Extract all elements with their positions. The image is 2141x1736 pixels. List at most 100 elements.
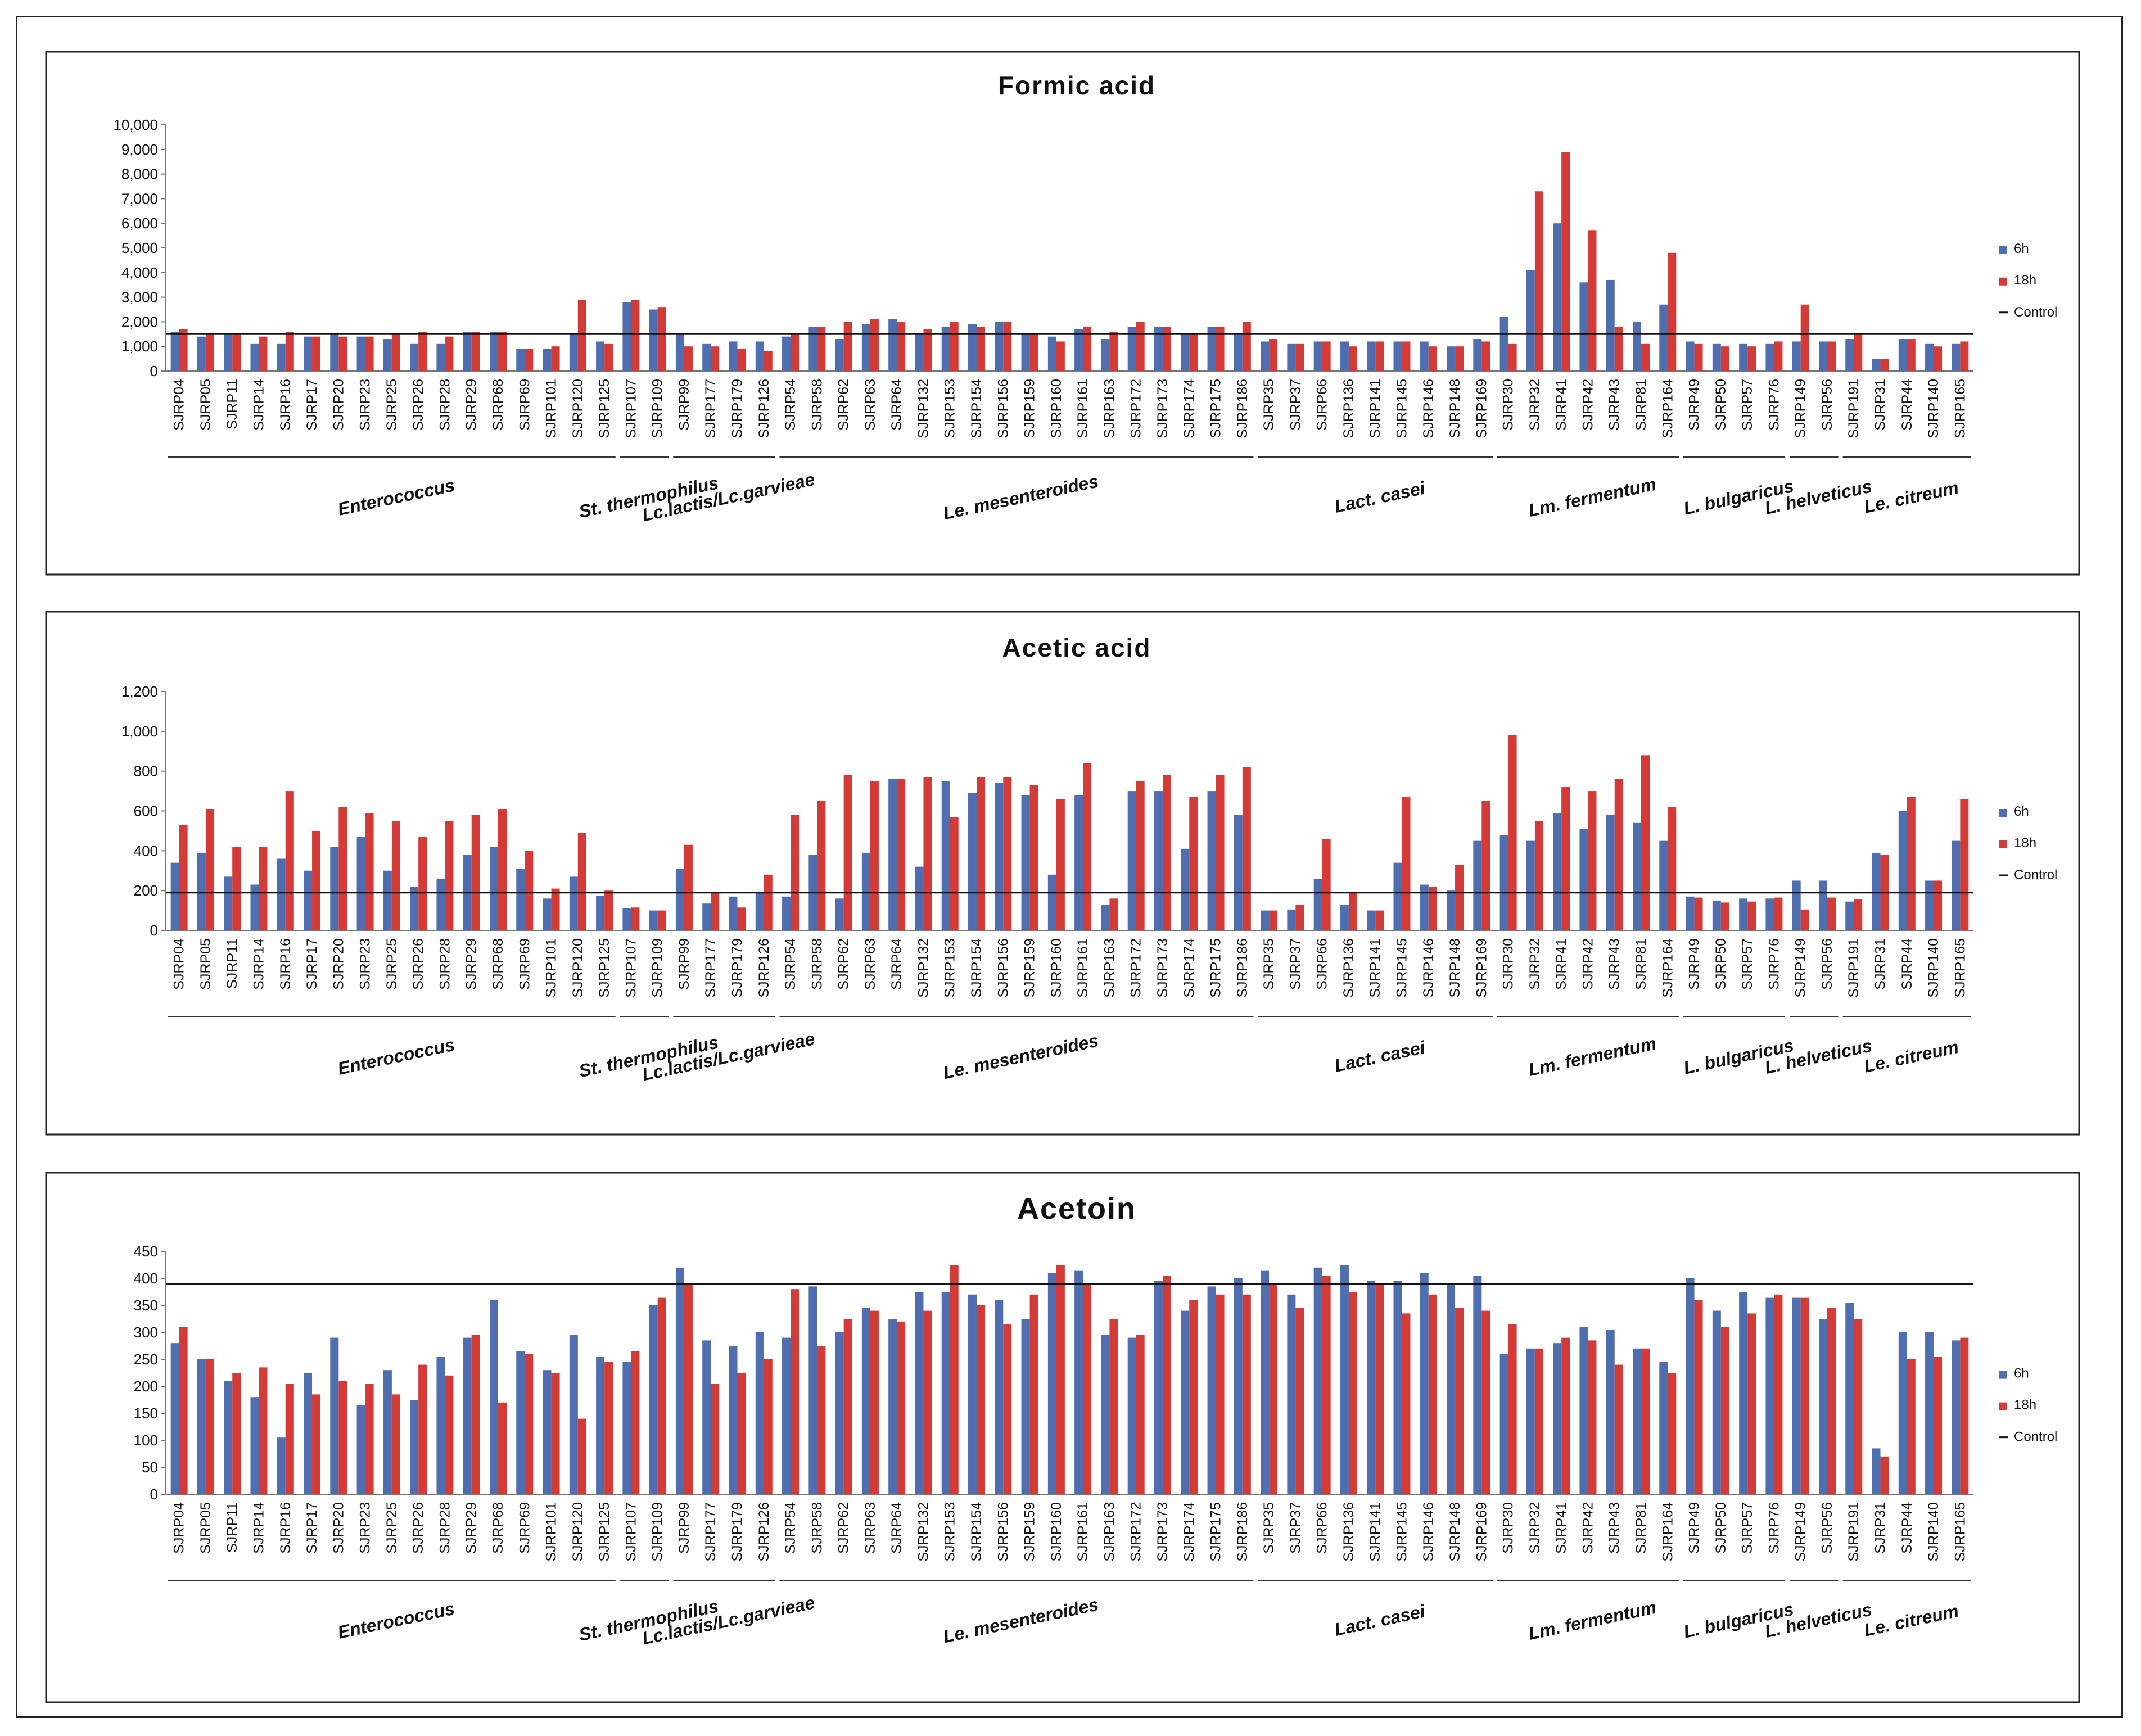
bar-6h-SJRP31 <box>1872 359 1881 371</box>
bar-18h-SJRP149 <box>1800 1297 1809 1494</box>
bar-18h-SJRP99 <box>684 346 693 371</box>
group-label: Lact. casei <box>1333 1037 1428 1075</box>
bar-18h-SJRP26 <box>418 1364 427 1494</box>
bar-6h-SJRP64 <box>888 779 897 930</box>
x-tick-label: SJRP120 <box>570 379 586 438</box>
x-tick-label: SJRP58 <box>809 379 825 431</box>
x-tick-label: SJRP57 <box>1740 379 1755 431</box>
bar-6h-SJRP179 <box>729 341 738 371</box>
bar-6h-SJRP11 <box>224 876 233 930</box>
bar-6h-SJRP175 <box>1207 791 1216 930</box>
bar-6h-SJRP42 <box>1579 1327 1588 1494</box>
chart-panel-1: Formic acid 0 1,000 2,000 3,000 4,000 5,000 6,0… <box>45 51 2080 576</box>
bar-18h-SJRP140 <box>1934 346 1943 371</box>
legend-label-6h: 6h <box>2014 241 2029 256</box>
legend-label-control: Control <box>2014 867 2057 883</box>
bar-6h-SJRP160 <box>1047 874 1056 930</box>
bar-6h-SJRP49 <box>1686 341 1695 371</box>
x-tick-label: SJRP76 <box>1766 379 1782 431</box>
bar-18h-SJRP164 <box>1668 252 1677 371</box>
bar-18h-SJRP160 <box>1056 1265 1065 1494</box>
x-tick-label: SJRP148 <box>1447 379 1463 438</box>
bar-6h-SJRP101 <box>543 349 552 371</box>
legend-swatch-18h <box>1999 277 2007 286</box>
bar-18h-SJRP25 <box>391 334 400 371</box>
bar-6h-SJRP163 <box>1101 904 1110 930</box>
bar-18h-SJRP29 <box>471 331 480 371</box>
bar-18h-SJRP146 <box>1428 887 1437 930</box>
bar-6h-SJRP179 <box>729 896 738 930</box>
x-tick-label: SJRP146 <box>1421 1502 1437 1562</box>
legend-swatch-18h <box>1999 840 2007 848</box>
x-tick-label: SJRP14 <box>251 1502 267 1554</box>
bar-6h-SJRP132 <box>915 866 924 930</box>
x-tick-label: SJRP186 <box>1235 379 1250 438</box>
y-tick-label: 0 <box>150 1486 158 1503</box>
y-tick-label: 50 <box>142 1459 158 1476</box>
x-tick-label: SJRP50 <box>1713 1502 1729 1554</box>
x-tick-label: SJRP132 <box>915 379 931 438</box>
x-tick-label: SJRP165 <box>1952 1502 1968 1562</box>
bar-6h-SJRP29 <box>463 331 472 371</box>
bar-6h-SJRP140 <box>1925 343 1934 371</box>
bar-6h-SJRP56 <box>1818 341 1827 371</box>
x-tick-label: SJRP99 <box>676 379 692 431</box>
bar-18h-SJRP177 <box>711 1384 720 1494</box>
group-label: Le. citreum <box>1862 1037 1960 1077</box>
bar-18h-SJRP126 <box>764 351 773 371</box>
x-tick-label: SJRP169 <box>1474 938 1489 998</box>
bar-18h-SJRP64 <box>897 322 906 371</box>
bar-18h-SJRP140 <box>1934 880 1943 930</box>
x-tick-label: SJRP163 <box>1101 938 1117 998</box>
bar-6h-SJRP107 <box>622 302 631 371</box>
bar-18h-SJRP126 <box>764 1359 773 1494</box>
bar-6h-SJRP179 <box>729 1346 738 1494</box>
bar-6h-SJRP148 <box>1447 346 1456 371</box>
x-tick-label: SJRP69 <box>517 938 532 990</box>
x-tick-label: SJRP41 <box>1553 938 1569 990</box>
bar-18h-SJRP101 <box>551 346 560 371</box>
x-tick-label: SJRP191 <box>1846 938 1862 998</box>
bar-6h-SJRP69 <box>516 1351 525 1494</box>
bar-6h-SJRP145 <box>1393 1281 1402 1494</box>
bar-6h-SJRP173 <box>1154 791 1163 930</box>
bar-18h-SJRP26 <box>418 837 427 930</box>
bar-6h-SJRP146 <box>1420 884 1429 930</box>
bar-18h-SJRP136 <box>1348 346 1357 371</box>
bar-18h-SJRP125 <box>604 343 613 371</box>
x-tick-label: SJRP109 <box>650 379 666 438</box>
x-tick-label: SJRP99 <box>676 1502 692 1554</box>
bar-6h-SJRP126 <box>755 892 764 930</box>
bar-18h-SJRP146 <box>1428 1294 1437 1494</box>
bar-6h-SJRP159 <box>1021 334 1030 371</box>
x-tick-label: SJRP153 <box>942 1502 958 1562</box>
bar-6h-SJRP140 <box>1925 880 1934 930</box>
y-tick-label: 800 <box>134 763 158 780</box>
bar-6h-SJRP145 <box>1393 862 1402 930</box>
bar-18h-SJRP161 <box>1083 1283 1092 1494</box>
bar-18h-SJRP154 <box>977 777 986 930</box>
x-tick-label: SJRP172 <box>1128 379 1144 438</box>
bar-6h-SJRP11 <box>224 1381 233 1494</box>
bar-18h-SJRP62 <box>843 1319 852 1494</box>
x-tick-label: SJRP30 <box>1501 379 1516 431</box>
bar-6h-SJRP30 <box>1499 1354 1508 1494</box>
x-tick-label: SJRP29 <box>464 938 480 990</box>
bar-18h-SJRP50 <box>1720 1327 1729 1494</box>
bar-18h-SJRP68 <box>498 331 507 371</box>
bar-18h-SJRP50 <box>1720 902 1729 930</box>
x-tick-label: SJRP30 <box>1501 938 1516 990</box>
bar-6h-SJRP148 <box>1447 890 1456 930</box>
bar-6h-SJRP99 <box>675 1267 684 1494</box>
y-tick-label: 1,000 <box>121 338 158 355</box>
x-tick-label: SJRP126 <box>756 1502 772 1562</box>
bar-18h-SJRP64 <box>897 779 906 930</box>
bar-6h-SJRP04 <box>170 1343 179 1494</box>
panel-frame <box>45 611 2080 1136</box>
bar-6h-SJRP37 <box>1287 343 1296 371</box>
bar-18h-SJRP148 <box>1455 346 1464 371</box>
bar-18h-SJRP169 <box>1481 341 1490 371</box>
bar-18h-SJRP126 <box>764 874 773 930</box>
x-tick-label: SJRP149 <box>1793 379 1809 438</box>
bar-6h-SJRP23 <box>356 336 365 371</box>
